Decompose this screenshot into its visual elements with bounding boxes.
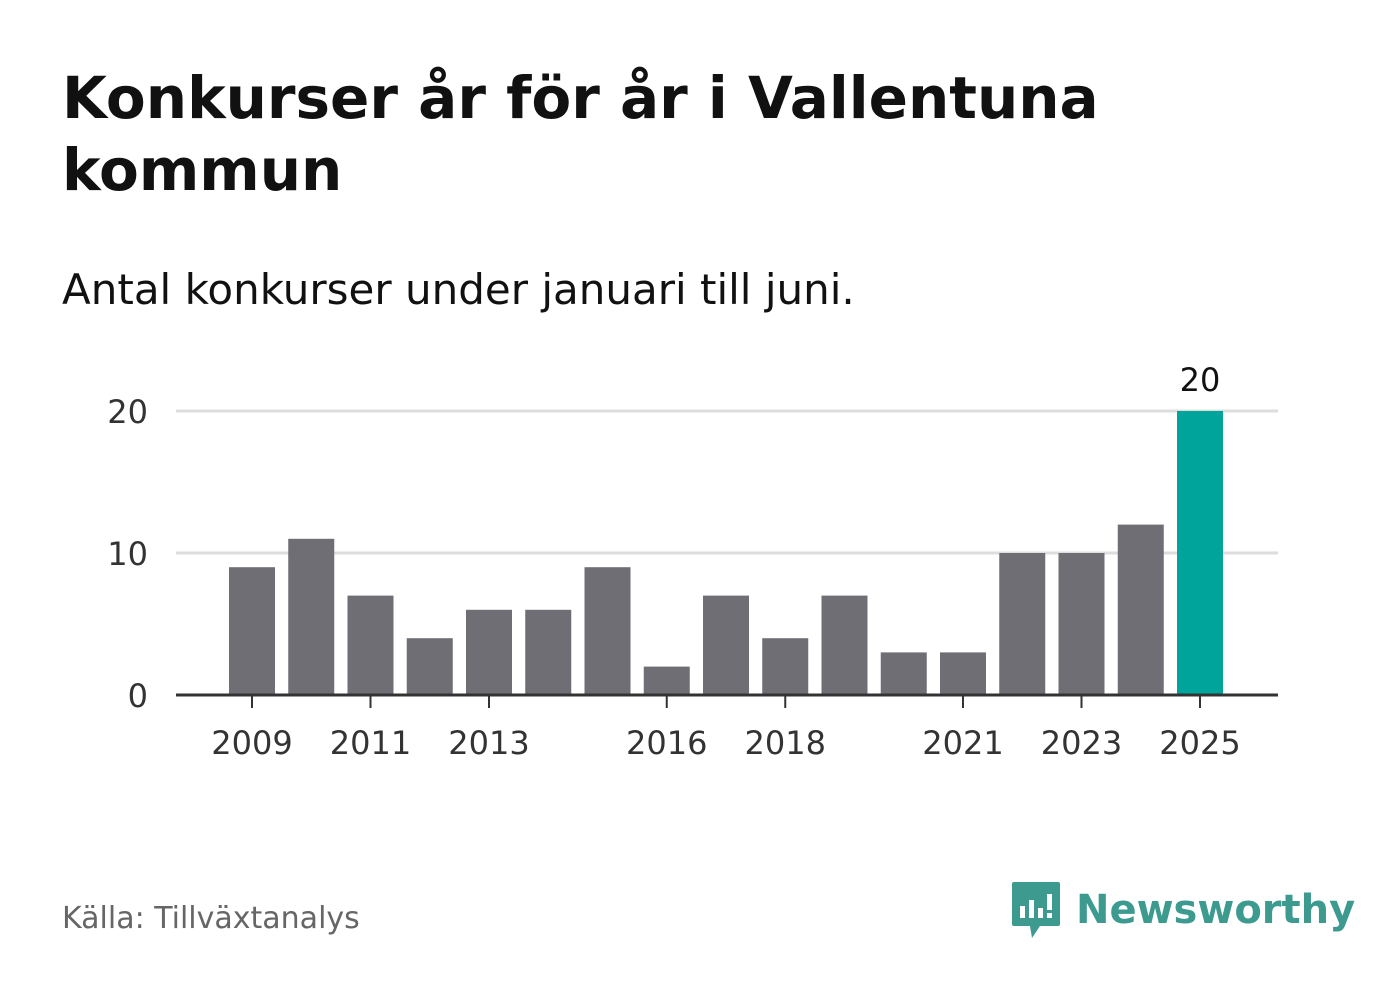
source-note: Källa: Tillväxtanalys: [62, 901, 360, 936]
bar-2017: [703, 595, 749, 695]
x-tick-label-2025: 2025: [1159, 724, 1240, 762]
bar-2015: [584, 567, 631, 695]
x-tick-label-2021: 2021: [922, 724, 1003, 762]
brand-name: Newsworthy: [1076, 887, 1356, 933]
x-tick-label-2013: 2013: [448, 724, 529, 762]
x-tick-label-2016: 2016: [626, 724, 707, 762]
x-tick-label-2018: 2018: [745, 724, 826, 762]
bars: [229, 411, 1223, 695]
bar-chart: 0 10 20 20 2009 2011 2013 2016 2018 2021 2023 2025: [107, 361, 1278, 762]
bar-2020: [880, 652, 927, 695]
x-tick-label-2011: 2011: [330, 724, 411, 762]
bar-2010: [288, 538, 335, 695]
grid-lines: [176, 409, 1278, 555]
y-tick-label-10: 10: [107, 535, 148, 573]
x-axis: [176, 693, 1278, 708]
x-tick-label-2023: 2023: [1041, 724, 1122, 762]
chart-subtitle: Antal konkurser under januari till juni.: [62, 265, 855, 314]
bar-2022: [999, 553, 1046, 695]
bar-2019: [821, 595, 868, 695]
y-tick-label-0: 0: [128, 677, 148, 715]
bar-2013: [466, 609, 512, 695]
bar-2024: [1117, 524, 1164, 695]
bar-2012: [406, 638, 453, 695]
bar-2018: [762, 638, 809, 695]
bar-2016: [643, 666, 690, 695]
bar-2009: [229, 567, 275, 695]
bar-2011: [347, 595, 394, 695]
bar-2014: [525, 609, 572, 695]
chart-title: Konkurser år för år i Vallentuna kommun: [62, 64, 1099, 204]
data-label-2025: 20: [1180, 361, 1221, 399]
y-tick-label-20: 20: [107, 393, 148, 431]
bar-2023: [1058, 553, 1105, 695]
labels: 0 10 20 20 2009 2011 2013 2016 2018 2021 2023 2025: [107, 361, 1240, 762]
newsworthy-logo: Newsworthy: [1010, 878, 1355, 942]
newsworthy-logo-icon: [1012, 882, 1060, 938]
bar-2025: [1177, 411, 1223, 695]
bar-2021: [940, 652, 986, 695]
x-tick-label-2009: 2009: [211, 724, 292, 762]
